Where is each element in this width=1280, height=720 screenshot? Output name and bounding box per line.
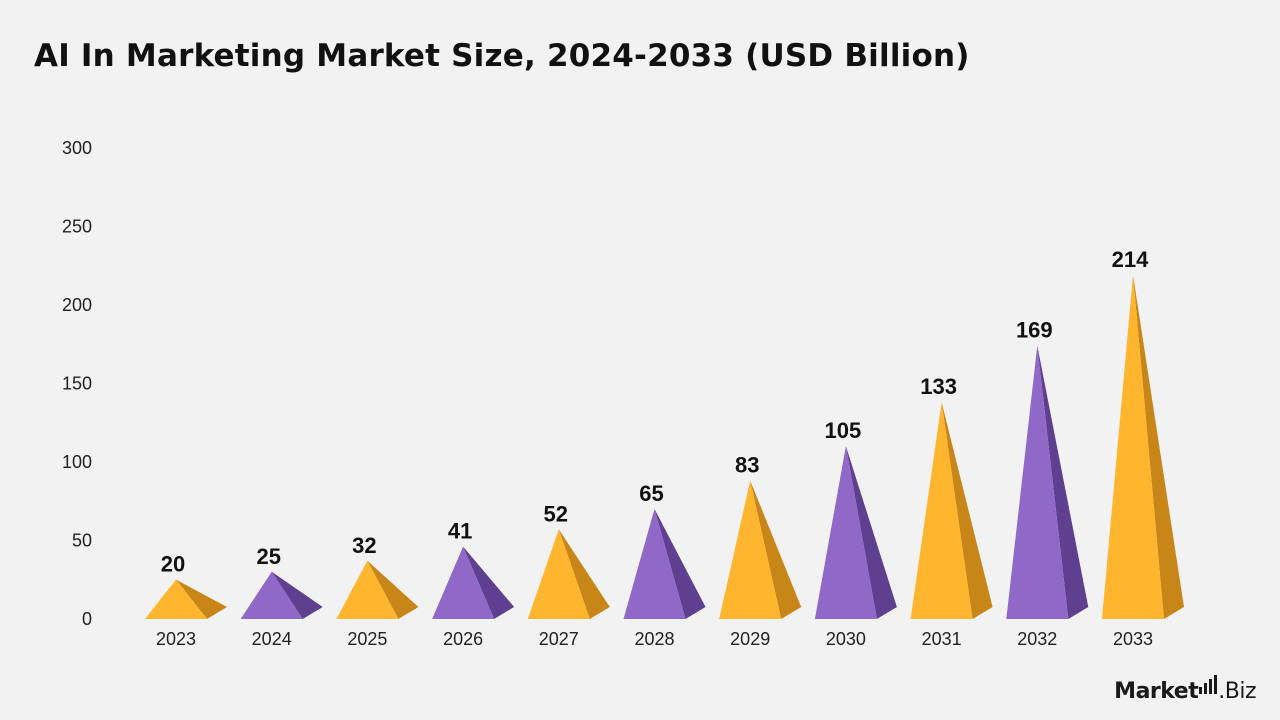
- x-tick-label-2028: 2028: [634, 629, 674, 649]
- y-tick-label-6: 300: [62, 138, 92, 158]
- x-tick-label-2031: 2031: [922, 629, 962, 649]
- x-tick-label-2030: 2030: [826, 629, 866, 649]
- y-tick-label-0: 0: [82, 609, 92, 629]
- brand-bars-icon: [1199, 675, 1218, 694]
- pyramid-front-2030: [814, 446, 877, 619]
- pyramid-side-2027: [558, 529, 610, 619]
- pyramid-side-2032: [1037, 345, 1089, 619]
- x-tick-label-2026: 2026: [443, 629, 483, 649]
- data-label-2029: 83: [735, 453, 759, 478]
- data-label-2033: 214: [1112, 247, 1149, 272]
- data-label-2030: 105: [825, 418, 862, 443]
- y-tick-label-5: 250: [62, 217, 92, 237]
- pyramid-front-2024: [240, 571, 303, 619]
- pyramid-bar-2033: [1102, 275, 1184, 619]
- pyramid-bar-2026: [432, 546, 515, 619]
- y-tick-label-3: 150: [62, 374, 92, 394]
- pyramid-side-2024: [271, 571, 323, 619]
- x-tick-label-2029: 2029: [730, 629, 770, 649]
- x-tick-label-2033: 2033: [1113, 629, 1153, 649]
- pyramid-front-2027: [527, 529, 590, 619]
- pyramid-side-2033: [1133, 275, 1184, 619]
- pyramid-front-2032: [1006, 345, 1069, 619]
- brand-name-bold: Market: [1114, 679, 1199, 704]
- pyramid-front-2023: [145, 579, 207, 619]
- pyramid-side-2025: [367, 560, 419, 619]
- pyramid-bar-2025: [336, 560, 419, 619]
- pyramid-bar-2027: [527, 529, 610, 619]
- pyramid-bar-2023: [145, 579, 227, 619]
- data-label-2023: 20: [161, 552, 185, 577]
- brand-logo: Market .Biz: [1114, 675, 1256, 704]
- pyramid-bar-2028: [623, 508, 706, 619]
- pyramid-side-2028: [654, 508, 706, 619]
- pyramid-front-2028: [623, 508, 686, 619]
- y-tick-label-4: 200: [62, 295, 92, 315]
- pyramid-front-2029: [719, 480, 782, 619]
- pyramid-bar-2030: [814, 446, 897, 619]
- pyramid-side-2023: [176, 579, 227, 619]
- pyramid-side-2030: [845, 446, 897, 619]
- x-tick-label-2024: 2024: [252, 629, 292, 649]
- y-tick-label-2: 100: [62, 452, 92, 472]
- pyramid-side-2029: [750, 480, 802, 619]
- pyramid-front-2025: [336, 560, 399, 619]
- pyramid-front-2031: [910, 402, 973, 619]
- pyramid-side-2031: [941, 402, 993, 619]
- pyramid-front-2026: [432, 546, 495, 619]
- data-label-2025: 32: [352, 533, 376, 558]
- data-label-2028: 65: [639, 481, 663, 506]
- brand-name-light: .Biz: [1218, 679, 1256, 704]
- x-tick-label-2032: 2032: [1017, 629, 1057, 649]
- data-label-2031: 133: [920, 374, 957, 399]
- data-label-2032: 169: [1016, 318, 1053, 343]
- pyramid-bar-2024: [240, 571, 323, 619]
- pyramid-bar-2029: [719, 480, 802, 619]
- x-tick-label-2023: 2023: [156, 629, 196, 649]
- data-label-2026: 41: [448, 519, 472, 544]
- pyramid-bar-2031: [910, 402, 993, 619]
- pyramid-front-2033: [1102, 275, 1164, 619]
- y-tick-label-1: 50: [72, 531, 92, 551]
- data-label-2024: 25: [256, 544, 280, 569]
- data-label-2027: 52: [544, 501, 568, 526]
- x-tick-label-2027: 2027: [539, 629, 579, 649]
- chart-title: AI In Marketing Market Size, 2024-2033 (…: [34, 38, 970, 74]
- pyramid-side-2026: [463, 546, 515, 619]
- x-tick-label-2025: 2025: [347, 629, 387, 649]
- pyramid-bar-2032: [1006, 345, 1089, 619]
